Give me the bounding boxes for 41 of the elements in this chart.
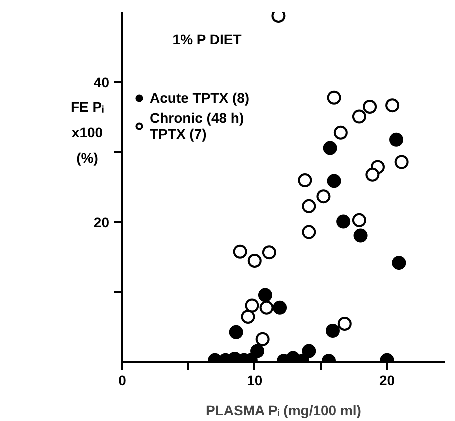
point [338, 317, 352, 331]
annotation: 1% P DIET [172, 32, 242, 48]
point [363, 100, 378, 114]
point [394, 155, 409, 170]
point [229, 325, 244, 340]
point [260, 300, 274, 315]
point [248, 254, 262, 268]
point [390, 132, 404, 147]
point [336, 214, 351, 229]
point [316, 190, 331, 204]
point [241, 310, 256, 324]
point [250, 344, 265, 358]
legend-label: Chronic (48 h) TPTX (7) [150, 110, 244, 142]
point [262, 246, 276, 260]
point [354, 228, 368, 243]
point [256, 332, 270, 346]
point [302, 199, 316, 214]
point [334, 126, 348, 140]
point [352, 213, 366, 228]
point [327, 90, 342, 105]
point [298, 174, 312, 188]
y-tick-label: 40 [94, 74, 110, 90]
point [327, 174, 342, 188]
point [273, 300, 288, 315]
point [323, 141, 338, 156]
x-tick-label: 20 [379, 372, 396, 388]
point [302, 344, 316, 358]
point [258, 288, 272, 302]
point [366, 168, 380, 182]
point [302, 225, 316, 240]
x-tick-label: 0 [118, 372, 127, 388]
point [352, 110, 366, 124]
x-axis-title: PLASMA Pᵢ (mg/100 ml) [206, 402, 362, 418]
y-axis-title: FE Pᵢ x100 (%) [70, 98, 104, 166]
point [233, 244, 248, 259]
legend-label: Acute TPTX (8) [150, 90, 250, 106]
point [392, 256, 406, 270]
point [326, 324, 340, 338]
x-tick-label: 10 [247, 372, 263, 388]
point [245, 298, 260, 313]
point [386, 98, 400, 113]
